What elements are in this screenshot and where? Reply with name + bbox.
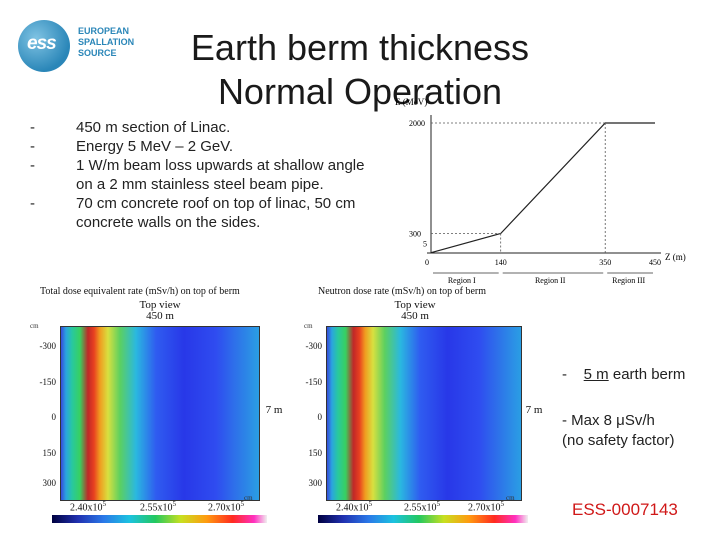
- map-view-label: Top view: [139, 299, 181, 311]
- region-label: Region III: [612, 276, 645, 285]
- map-title: Neutron dose rate (mSv/h) on top of berm: [318, 286, 487, 297]
- y-tick-label: 2000: [409, 119, 425, 128]
- slide-title: Earth berm thickness Normal Operation: [175, 26, 545, 114]
- dose-map-total: Total dose equivalent rate (mSv/h) on to…: [30, 286, 302, 536]
- bullet-item: Energy 5 MeV – 2 GeV.: [30, 137, 375, 156]
- map-unit: cm: [30, 322, 39, 330]
- bullet-item: 450 m section of Linac.: [30, 118, 375, 137]
- colorbar-label: 2.70x105: [208, 500, 244, 514]
- x-tick-label: 0: [425, 258, 429, 267]
- logo-line-3: SOURCE: [78, 48, 117, 58]
- colorbar-label: 2.40x105: [336, 500, 372, 514]
- y-tick-label: -300: [305, 341, 323, 351]
- logo-line-1: EUROPEAN: [78, 26, 130, 36]
- title-line-1: Earth berm thickness: [190, 27, 530, 68]
- y-tick-label: 300: [42, 478, 57, 488]
- bullet-list: 450 m section of Linac. Energy 5 MeV – 2…: [30, 118, 375, 232]
- map-width-label: 7 m: [265, 404, 283, 416]
- y-tick-label: -150: [305, 377, 323, 387]
- map-view-label: Top view: [394, 299, 436, 311]
- y-tick-label: 300: [308, 478, 323, 488]
- colorbar-label: 2.55x105: [404, 500, 440, 514]
- y-tick-label: 0: [51, 412, 57, 422]
- colorbar-label: 2.40x105: [70, 500, 106, 514]
- y-tick-label: 150: [308, 448, 323, 458]
- berm-value: 5 m: [583, 366, 609, 383]
- document-id: ESS-0007143: [572, 500, 678, 519]
- logo-line-2: SPALLATION: [78, 37, 135, 47]
- colorbar: [318, 515, 528, 523]
- chart-frame: [427, 115, 661, 254]
- ess-logo-text: EUROPEAN SPALLATION SOURCE: [78, 26, 134, 59]
- y-tick-label: 0: [317, 412, 323, 422]
- map-unit: cm: [506, 494, 515, 502]
- region-label: Region I: [448, 276, 476, 285]
- dose-limit-note: - Max 8 μSv/h (no safety factor): [562, 411, 675, 451]
- energy-line: [430, 122, 655, 254]
- x-axis-label: Z (m): [665, 252, 686, 262]
- y-tick-label: 150: [42, 448, 57, 458]
- y-tick-label: -150: [39, 377, 57, 387]
- ess-logo-mark: ess: [18, 20, 70, 72]
- title-line-2: Normal Operation: [217, 71, 503, 112]
- y-tick-label: -300: [39, 341, 57, 351]
- map-unit: cm: [304, 322, 313, 330]
- map-unit: cm: [244, 494, 253, 502]
- bullet-item: 1 W/m beam loss upwards at shallow angle…: [30, 156, 375, 194]
- dose-map-neutron: Neutron dose rate (mSv/h) on top of berm…: [300, 286, 545, 536]
- y-axis-label: E (MeV): [395, 97, 427, 107]
- map-title: Total dose equivalent rate (mSv/h) on to…: [40, 286, 240, 297]
- x-tick-label: 350: [599, 258, 611, 267]
- y-tick-label: 300: [409, 230, 421, 239]
- safety-factor-line: (no safety factor): [562, 432, 675, 449]
- y-tick-label: 5: [423, 240, 427, 249]
- map-length-label: 450 m: [146, 310, 174, 322]
- colorbar-label: 2.55x105: [140, 500, 176, 514]
- max-dose-line: - Max 8 μSv/h: [562, 412, 655, 429]
- ess-logo: ess EUROPEAN SPALLATION SOURCE: [18, 20, 168, 72]
- x-tick-label: 450: [649, 258, 661, 267]
- map-length-label: 450 m: [401, 310, 429, 322]
- dose-heatmap: [60, 326, 260, 501]
- colorbar: [52, 515, 267, 523]
- bullet-item: 70 cm concrete roof on top of linac, 50 …: [30, 194, 375, 232]
- colorbar-label: 2.70x105: [468, 500, 504, 514]
- region-label: Region II: [535, 276, 566, 285]
- map-width-label: 7 m: [525, 404, 543, 416]
- berm-note: - 5 m earth berm: [562, 366, 686, 383]
- x-tick-label: 140: [495, 258, 507, 267]
- dose-heatmap: [326, 326, 522, 501]
